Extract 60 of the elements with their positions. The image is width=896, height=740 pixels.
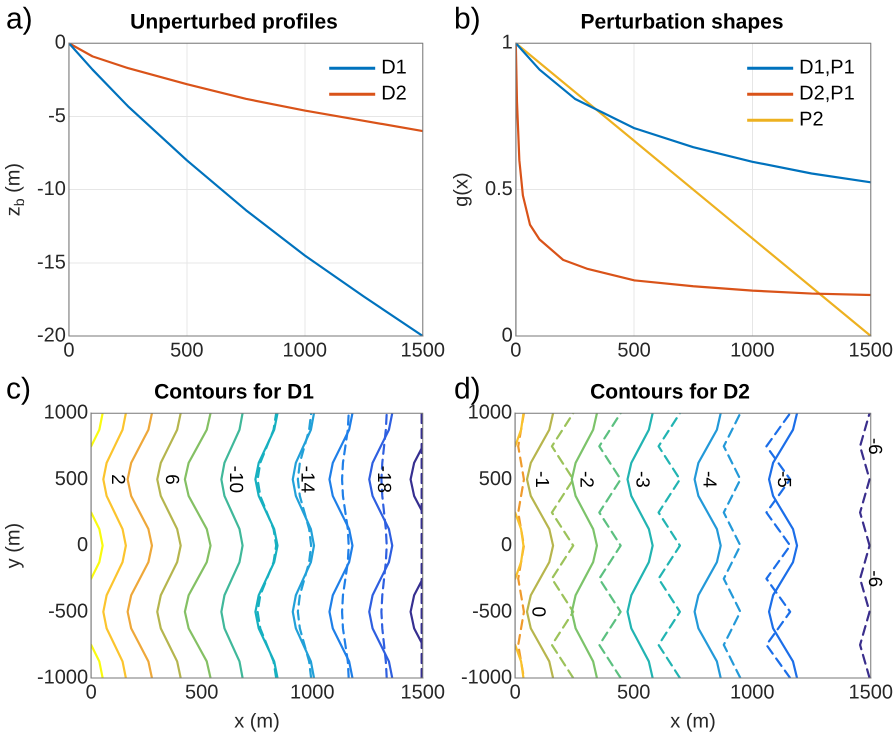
x-tick-label: 500: [185, 682, 218, 704]
x-tick-label: 500: [170, 340, 204, 362]
text: a): [6, 2, 33, 36]
y-tick-label: 0.5: [484, 178, 513, 200]
legend-label: D2: [381, 82, 407, 105]
x-tick-label: 500: [617, 682, 650, 704]
line-series: [550, 413, 574, 678]
x-tick-label: 1000: [730, 682, 774, 704]
x-tick-label: 1500: [400, 682, 446, 704]
x-tick-label: 1000: [730, 340, 775, 362]
chart-title: Contours for D1: [154, 380, 314, 404]
y-axis-title: zb (m): [2, 162, 27, 216]
y-tick-label: 0: [77, 534, 88, 556]
text: -2: [576, 470, 597, 488]
text: c): [6, 372, 31, 406]
y-tick-label: 0: [501, 534, 512, 556]
text: -18: [373, 466, 394, 494]
y-tick-label: -500: [472, 600, 512, 622]
y-tick-label: 0: [54, 32, 66, 54]
y-axis-title: g(x): [450, 172, 473, 207]
x-axis-title: x (m): [234, 710, 280, 733]
text: -3: [631, 470, 652, 488]
legend-label: D1: [381, 56, 407, 79]
x-tick-label: 1000: [290, 682, 334, 704]
line-series: [657, 413, 682, 678]
text: -6: [864, 570, 885, 588]
text: -1: [530, 470, 552, 488]
x-tick-label: 1500: [848, 682, 894, 704]
y-tick-label: 500: [54, 468, 88, 490]
y-tick-label: -10: [37, 178, 66, 200]
y-tick-label: -500: [48, 600, 88, 622]
y-tick-label: -5: [48, 104, 66, 127]
y-tick-label: 500: [478, 468, 512, 490]
legend-label: D2,P1: [799, 82, 855, 105]
text: -6: [864, 438, 885, 455]
y-tick-label: 1000: [44, 402, 88, 424]
text: b): [454, 2, 481, 36]
x-tick-label: 500: [617, 340, 651, 362]
text: 2: [107, 474, 128, 485]
y-axis-title: y (m): [2, 522, 25, 568]
legend-label: P2: [799, 108, 824, 131]
text: -5: [772, 470, 794, 488]
y-tick-label: -15: [37, 251, 66, 274]
chart-title: Perturbation shapes: [580, 10, 784, 34]
y-tick-label: 1: [502, 32, 513, 54]
text: 6: [161, 474, 182, 485]
x-tick-label: 1500: [400, 340, 446, 362]
line-series: [722, 413, 742, 678]
chart-title: Unperturbed profiles: [130, 10, 338, 34]
text: -10: [225, 466, 246, 494]
x-tick-label: 1500: [848, 340, 894, 362]
y-tick-label: -20: [37, 324, 66, 347]
text: -14: [296, 466, 318, 494]
chart-title: Contours for D2: [590, 380, 750, 404]
x-axis-title: x (m): [670, 710, 716, 733]
line-series: [598, 413, 622, 678]
x-tick-label: 1000: [282, 340, 328, 362]
legend-label: D1,P1: [799, 56, 855, 79]
text: 0: [528, 606, 549, 618]
text: -4: [698, 470, 720, 488]
